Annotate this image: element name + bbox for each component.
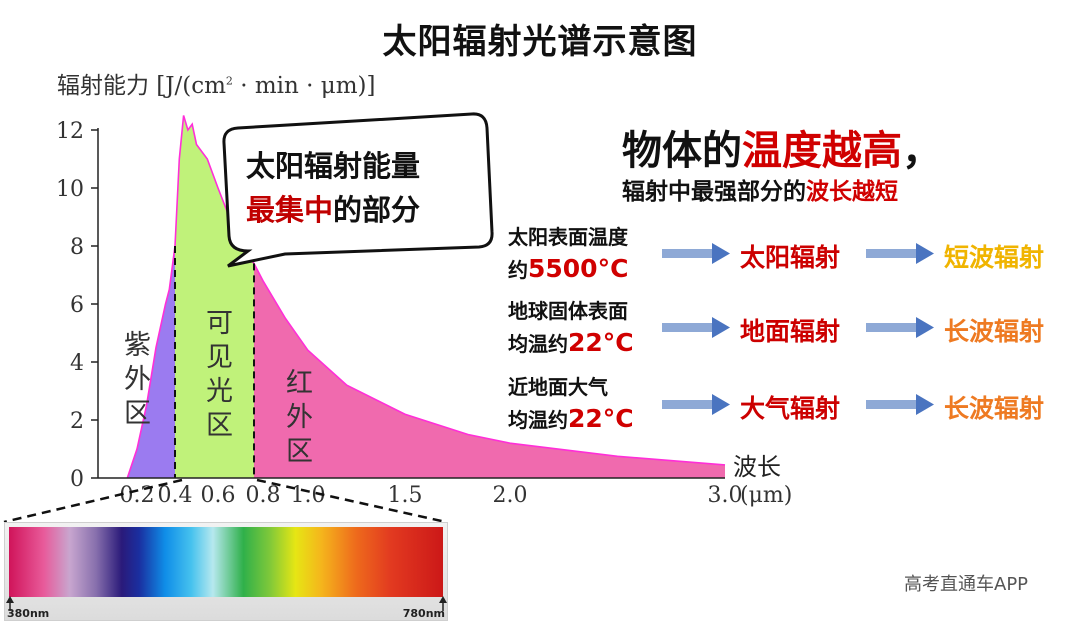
x-ticks: 0.2 0.4 0.6 0.8 1.0 1.5 2.0 3.0 xyxy=(120,483,743,508)
callout-line2: 最集中的部分 xyxy=(246,188,476,232)
y-ticks: 0 2 4 6 8 10 12 xyxy=(56,119,98,492)
visible-char-2: 见 xyxy=(206,342,233,373)
ir-region-area xyxy=(254,263,725,478)
callout-line2-red: 最集中 xyxy=(246,193,334,227)
y-tick-label: 10 xyxy=(56,177,84,202)
visible-char-1: 可 xyxy=(206,308,233,339)
headline-p1-red: 温度越高 xyxy=(742,128,902,174)
x-tick-label: 1.0 xyxy=(291,483,326,508)
arrow-row2-b xyxy=(866,317,934,338)
visible-spectrum-bar: 380nm 780nm xyxy=(4,522,448,621)
ir-char-1: 红 xyxy=(286,368,313,399)
row3-source-line2: 均温约22°C xyxy=(508,403,634,436)
spectrum-left-label: 380nm xyxy=(7,607,50,620)
headline-line2: 辐射中最强部分的波长越短 xyxy=(622,172,898,206)
right-marker-arrow xyxy=(439,596,447,603)
row3-result: 长波辐射 xyxy=(944,394,1045,423)
visible-char-3: 光 xyxy=(206,376,233,407)
spectrum-gradient xyxy=(9,527,443,597)
spectrum-curve xyxy=(126,115,726,479)
x-tick-label: 0.6 xyxy=(201,483,236,508)
uv-char-3: 区 xyxy=(124,398,151,429)
spectrum-right-label: 780nm xyxy=(402,607,445,620)
y-tick-label: 8 xyxy=(70,235,84,260)
zoom-line-left xyxy=(3,478,183,524)
row2-source: 地球固体表面 均温约22°C xyxy=(508,296,634,360)
visible-char-4: 区 xyxy=(206,410,233,441)
y-tick-label: 12 xyxy=(56,119,84,144)
x-tick-label: 3.0 xyxy=(708,483,743,508)
row2-source-pre: 均温约 xyxy=(508,332,568,356)
row3-radiation: 大气辐射 xyxy=(740,394,841,423)
x-tick-label: 0.4 xyxy=(158,483,193,508)
x-tick-label: 0.8 xyxy=(246,483,281,508)
y-axis-label: 辐射能力 [J/(cm2 · min · μm)] xyxy=(57,66,375,100)
uv-region-area xyxy=(127,246,175,478)
ir-region-label: 红 外 区 xyxy=(286,368,313,467)
arrow-row2-a xyxy=(662,317,730,338)
row2-result: 长波辐射 xyxy=(944,317,1045,346)
row1-source-line2: 约5500°C xyxy=(508,253,628,286)
zoom-line-right xyxy=(256,478,447,524)
y-tick-label: 6 xyxy=(70,293,84,318)
ir-char-2: 外 xyxy=(286,402,313,433)
x-tick-label: 1.5 xyxy=(388,483,423,508)
y-tick-label: 0 xyxy=(70,467,84,492)
arrow-row3-a xyxy=(662,394,730,415)
headline-p2: 辐射中最强部分的 xyxy=(622,179,806,205)
left-marker-arrow xyxy=(6,596,14,603)
row2-source-line2: 均温约22°C xyxy=(508,327,634,360)
row2-radiation: 地面辐射 xyxy=(740,317,841,346)
row3-source-temp: 22°C xyxy=(568,404,634,433)
row3-source: 近地面大气 均温约22°C xyxy=(508,372,634,436)
row1-radiation: 太阳辐射 xyxy=(740,243,841,272)
arrows xyxy=(662,243,934,415)
row2-source-temp: 22°C xyxy=(568,328,634,357)
uv-region-label: 紫 外 区 xyxy=(124,330,151,429)
callout-bubble xyxy=(222,112,494,268)
visible-region-area xyxy=(175,115,254,478)
headline-p1: 物体的 xyxy=(622,128,742,174)
x-tick-label: 2.0 xyxy=(493,483,528,508)
row1-source-temp: 5500°C xyxy=(528,254,629,283)
page-title: 太阳辐射光谱示意图 xyxy=(382,22,698,62)
x-axis-unit: (μm) xyxy=(740,483,792,508)
y-tick-label: 2 xyxy=(70,409,84,434)
row1-source-line1: 太阳表面温度 xyxy=(508,225,628,249)
callout-text: 太阳辐射能量 最集中的部分 xyxy=(246,144,476,232)
ir-char-3: 区 xyxy=(286,436,313,467)
arrow-row1-b xyxy=(866,243,934,264)
y-axis-label-prefix: 辐射能力 [J/(cm xyxy=(57,73,226,99)
spectrum-markers xyxy=(6,596,447,611)
y-axis-label-sup: 2 xyxy=(225,74,233,88)
callout-line1: 太阳辐射能量 xyxy=(246,149,421,183)
row1-result: 短波辐射 xyxy=(944,243,1045,272)
row3-source-pre: 均温约 xyxy=(508,408,568,432)
uv-char-1: 紫 xyxy=(124,330,151,361)
callout-line2-rest: 的部分 xyxy=(333,193,421,227)
headline-line1: 物体的温度越高， xyxy=(622,118,942,176)
watermark: 高考直通车APP xyxy=(904,574,1029,595)
arrow-row1-a xyxy=(662,243,730,264)
uv-char-2: 外 xyxy=(124,364,151,395)
row1-source-pre: 约 xyxy=(508,258,528,282)
headline-p1-end: ， xyxy=(902,128,942,174)
y-tick-label: 4 xyxy=(70,351,84,376)
row1-source: 太阳表面温度 约5500°C xyxy=(508,222,628,286)
row2-source-line1: 地球固体表面 xyxy=(508,299,628,323)
arrow-row3-b xyxy=(866,394,934,415)
visible-region-label: 可 见 光 区 xyxy=(206,308,233,441)
headline-p2-red: 波长越短 xyxy=(806,179,898,205)
wavelength-label: 波长 xyxy=(733,453,781,481)
y-axis-label-suffix: · min · μm)] xyxy=(232,73,376,99)
row3-source-line1: 近地面大气 xyxy=(508,375,608,399)
